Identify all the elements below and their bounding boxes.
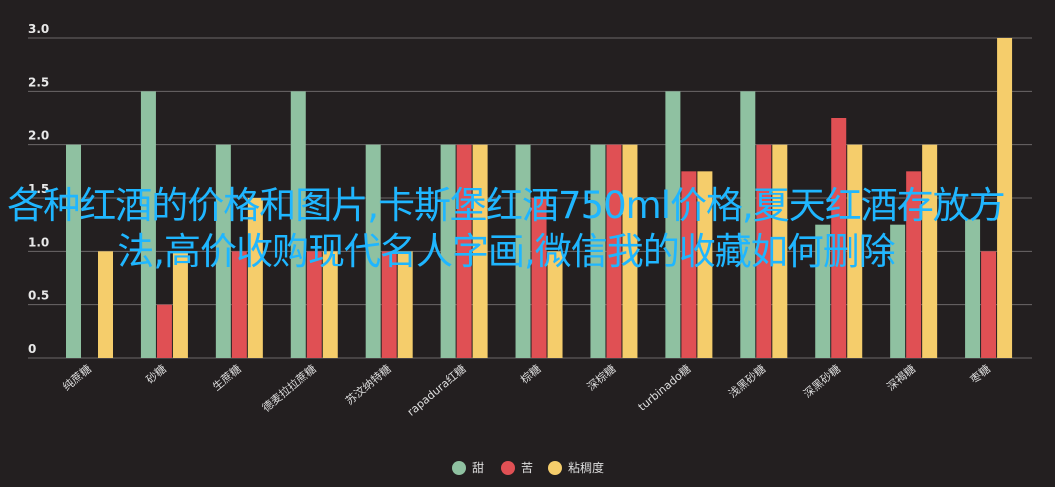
- x-tick-label: rapadura红糖: [404, 362, 468, 419]
- bar-甜: [215, 144, 231, 358]
- bar-苦: [981, 251, 997, 358]
- y-tick-label: 1.5: [28, 182, 49, 196]
- bar-甜: [365, 144, 381, 358]
- bar-苦: [531, 198, 547, 358]
- bar-苦: [456, 144, 472, 358]
- overlay-headline: 各种红酒的价格和图片,卡斯堡红酒750ml价格,夏天红酒存放方法,高价收购现代名…: [7, 184, 1005, 273]
- x-tick-label: 深黑砂糖: [800, 362, 843, 401]
- bar-甜: [590, 144, 606, 358]
- bar-甜: [290, 91, 306, 358]
- bar-粘稠度: [547, 251, 563, 358]
- y-tick-label: 1.0: [28, 235, 49, 249]
- bar-甜: [665, 91, 681, 358]
- bar-甜: [515, 144, 531, 358]
- bar-粘稠度: [922, 144, 938, 358]
- legend-label: 粘稠度: [568, 460, 604, 475]
- bar-粘稠度: [397, 251, 413, 358]
- x-tick-label: 德麦拉拉蔗糖: [259, 362, 319, 415]
- bar-苦: [231, 251, 247, 358]
- x-tick-label: 砂糖: [143, 362, 169, 387]
- bar-粘稠度: [847, 144, 863, 358]
- bar-粘稠度: [622, 144, 638, 358]
- bar-甜: [440, 144, 456, 358]
- bar-苦: [156, 304, 172, 358]
- legend-swatch: [452, 461, 466, 475]
- bar-甜: [815, 224, 831, 358]
- x-tick-label: 苏汶纳特糖: [342, 362, 393, 408]
- legend-label: 甜: [472, 461, 484, 475]
- x-tick-label: 纯蔗糖: [60, 362, 94, 394]
- legend-label: 苦: [521, 461, 533, 475]
- bar-粘稠度: [172, 251, 188, 358]
- y-tick-label: 2.0: [28, 129, 49, 143]
- x-tick-label: 深褐糖: [884, 362, 918, 394]
- bar-甜: [740, 91, 756, 358]
- bar-苦: [306, 251, 322, 358]
- legend-swatch: [501, 461, 515, 475]
- x-tick-label: 棕糖: [518, 362, 544, 387]
- y-tick-label: 0: [28, 342, 36, 356]
- bar-粘稠度: [98, 251, 113, 358]
- bar-粘稠度: [997, 38, 1013, 358]
- bar-甜: [140, 91, 156, 358]
- x-tick-label: 枣糖: [967, 362, 993, 387]
- bar-苦: [381, 251, 397, 358]
- bar-甜: [66, 144, 81, 358]
- x-tick-label: 深棕糖: [584, 362, 618, 394]
- bar-粘稠度: [697, 171, 713, 358]
- bar-苦: [831, 118, 847, 358]
- legend-swatch: [548, 461, 562, 475]
- bar-粘稠度: [247, 198, 263, 358]
- bar-粘稠度: [472, 144, 488, 358]
- x-tick-label: 浅黑砂糖: [726, 362, 769, 401]
- bar-甜: [890, 224, 906, 358]
- y-tick-label: 0.5: [28, 289, 49, 303]
- bar-苦: [906, 171, 922, 358]
- bar-苦: [681, 171, 697, 358]
- y-tick-label: 3.0: [28, 22, 49, 36]
- bar-粘稠度: [322, 251, 338, 358]
- bar-苦: [606, 144, 622, 358]
- bar-甜: [965, 219, 981, 358]
- x-tick-label: turbinado糖: [635, 362, 693, 414]
- y-tick-label: 2.5: [28, 75, 49, 89]
- bar-苦: [756, 144, 772, 358]
- bar-粘稠度: [772, 144, 788, 358]
- x-tick-label: 生蔗糖: [209, 362, 243, 394]
